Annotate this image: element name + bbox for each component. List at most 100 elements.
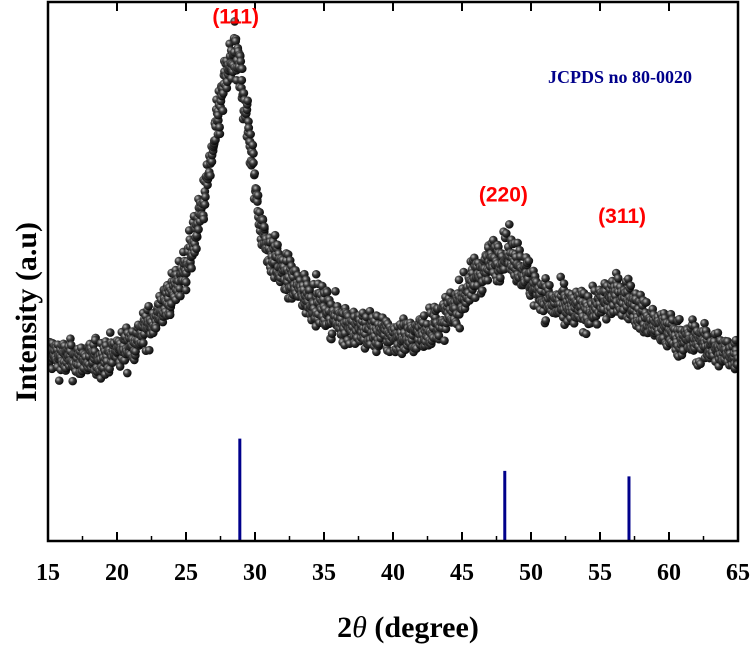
data-point bbox=[151, 323, 161, 333]
data-point bbox=[496, 273, 505, 283]
data-point bbox=[207, 157, 217, 166]
data-point bbox=[66, 334, 75, 343]
x-tick-label: 15 bbox=[36, 560, 60, 586]
data-point bbox=[505, 220, 514, 229]
data-point bbox=[696, 359, 705, 369]
data-point bbox=[246, 129, 255, 139]
data-point bbox=[253, 191, 263, 200]
data-point bbox=[331, 287, 340, 296]
data-point bbox=[144, 345, 154, 355]
data-point bbox=[513, 238, 522, 248]
data-point bbox=[541, 316, 551, 325]
data-point bbox=[139, 338, 148, 348]
data-point bbox=[199, 214, 209, 224]
data-point bbox=[187, 263, 196, 273]
x-tick-labels: 15 20 25 30 35 40 45 50 55 60 65 bbox=[36, 560, 750, 586]
peak-annotation: (111) bbox=[212, 6, 259, 29]
data-point bbox=[419, 311, 429, 320]
data-point bbox=[581, 329, 591, 339]
data-point bbox=[54, 376, 64, 385]
data-point bbox=[239, 88, 249, 98]
data-point bbox=[144, 301, 153, 311]
data-point bbox=[592, 320, 602, 329]
plot-frame bbox=[46, 0, 740, 543]
data-point bbox=[713, 328, 723, 338]
data-point bbox=[478, 286, 487, 295]
data-point bbox=[559, 279, 569, 288]
data-point bbox=[218, 106, 228, 115]
data-point bbox=[440, 336, 449, 345]
data-point bbox=[165, 310, 175, 320]
data-point bbox=[115, 362, 125, 371]
peak-annotation: (220) bbox=[479, 183, 528, 206]
data-point bbox=[545, 280, 554, 290]
data-point bbox=[194, 225, 203, 234]
peak-annotations: (111) (220) (311) bbox=[212, 6, 646, 228]
reference-label: JCPDS no 80-0020 bbox=[548, 67, 692, 87]
data-point bbox=[556, 272, 565, 282]
data-point bbox=[249, 158, 258, 168]
data-point bbox=[66, 340, 76, 350]
data-point bbox=[206, 171, 215, 180]
data-point bbox=[120, 356, 130, 365]
data-point bbox=[215, 122, 224, 132]
data-point bbox=[200, 200, 210, 209]
y-axis-title: Intensity (a.u) bbox=[10, 222, 43, 402]
data-point bbox=[176, 291, 185, 301]
peak-annotation: (311) bbox=[598, 205, 646, 228]
data-point bbox=[258, 215, 268, 225]
data-point bbox=[260, 222, 269, 232]
data-point bbox=[270, 230, 280, 240]
data-point bbox=[123, 368, 132, 378]
data-point bbox=[250, 169, 260, 178]
data-point bbox=[602, 315, 611, 324]
data-point bbox=[515, 245, 524, 255]
x-tick-label: 55 bbox=[588, 560, 612, 586]
data-point bbox=[192, 244, 201, 253]
data-point bbox=[455, 323, 465, 333]
data-point bbox=[222, 83, 232, 93]
data-point bbox=[626, 281, 636, 290]
data-point bbox=[327, 329, 337, 338]
data-point bbox=[688, 315, 697, 324]
x-tick-label: 35 bbox=[312, 560, 336, 586]
x-tick-label: 40 bbox=[381, 560, 405, 586]
data-point bbox=[68, 376, 77, 386]
data-point bbox=[623, 274, 633, 284]
data-point bbox=[244, 117, 253, 126]
data-point bbox=[249, 149, 258, 158]
data-point bbox=[237, 75, 247, 85]
x-tick-label: 65 bbox=[726, 560, 750, 586]
data-point bbox=[454, 275, 464, 285]
data-point bbox=[243, 96, 252, 106]
data-point bbox=[322, 287, 332, 297]
data-point bbox=[237, 64, 247, 73]
data-point bbox=[253, 197, 262, 206]
data-point bbox=[255, 207, 264, 217]
data-point bbox=[105, 328, 115, 337]
data-point bbox=[501, 229, 511, 238]
x-tick-label: 50 bbox=[519, 560, 543, 586]
data-point bbox=[524, 256, 534, 266]
data-point bbox=[201, 192, 210, 202]
data-point bbox=[248, 140, 258, 150]
data-point bbox=[731, 335, 738, 345]
data-point bbox=[459, 267, 468, 277]
data-point bbox=[181, 285, 191, 295]
x-tick-label: 60 bbox=[657, 560, 681, 586]
data-point bbox=[434, 331, 444, 341]
data-points bbox=[48, 17, 738, 386]
data-point bbox=[541, 274, 550, 283]
x-axis-title: 2θ (degree) bbox=[337, 611, 479, 644]
data-point bbox=[642, 297, 651, 307]
data-point bbox=[613, 273, 623, 283]
data-point bbox=[236, 57, 246, 66]
data-point bbox=[273, 240, 282, 250]
x-tick-label: 30 bbox=[243, 560, 267, 586]
data-point bbox=[231, 36, 240, 46]
x-tick-label: 20 bbox=[105, 560, 129, 586]
data-point bbox=[675, 314, 684, 324]
data-point bbox=[230, 17, 239, 26]
data-point bbox=[700, 318, 709, 328]
